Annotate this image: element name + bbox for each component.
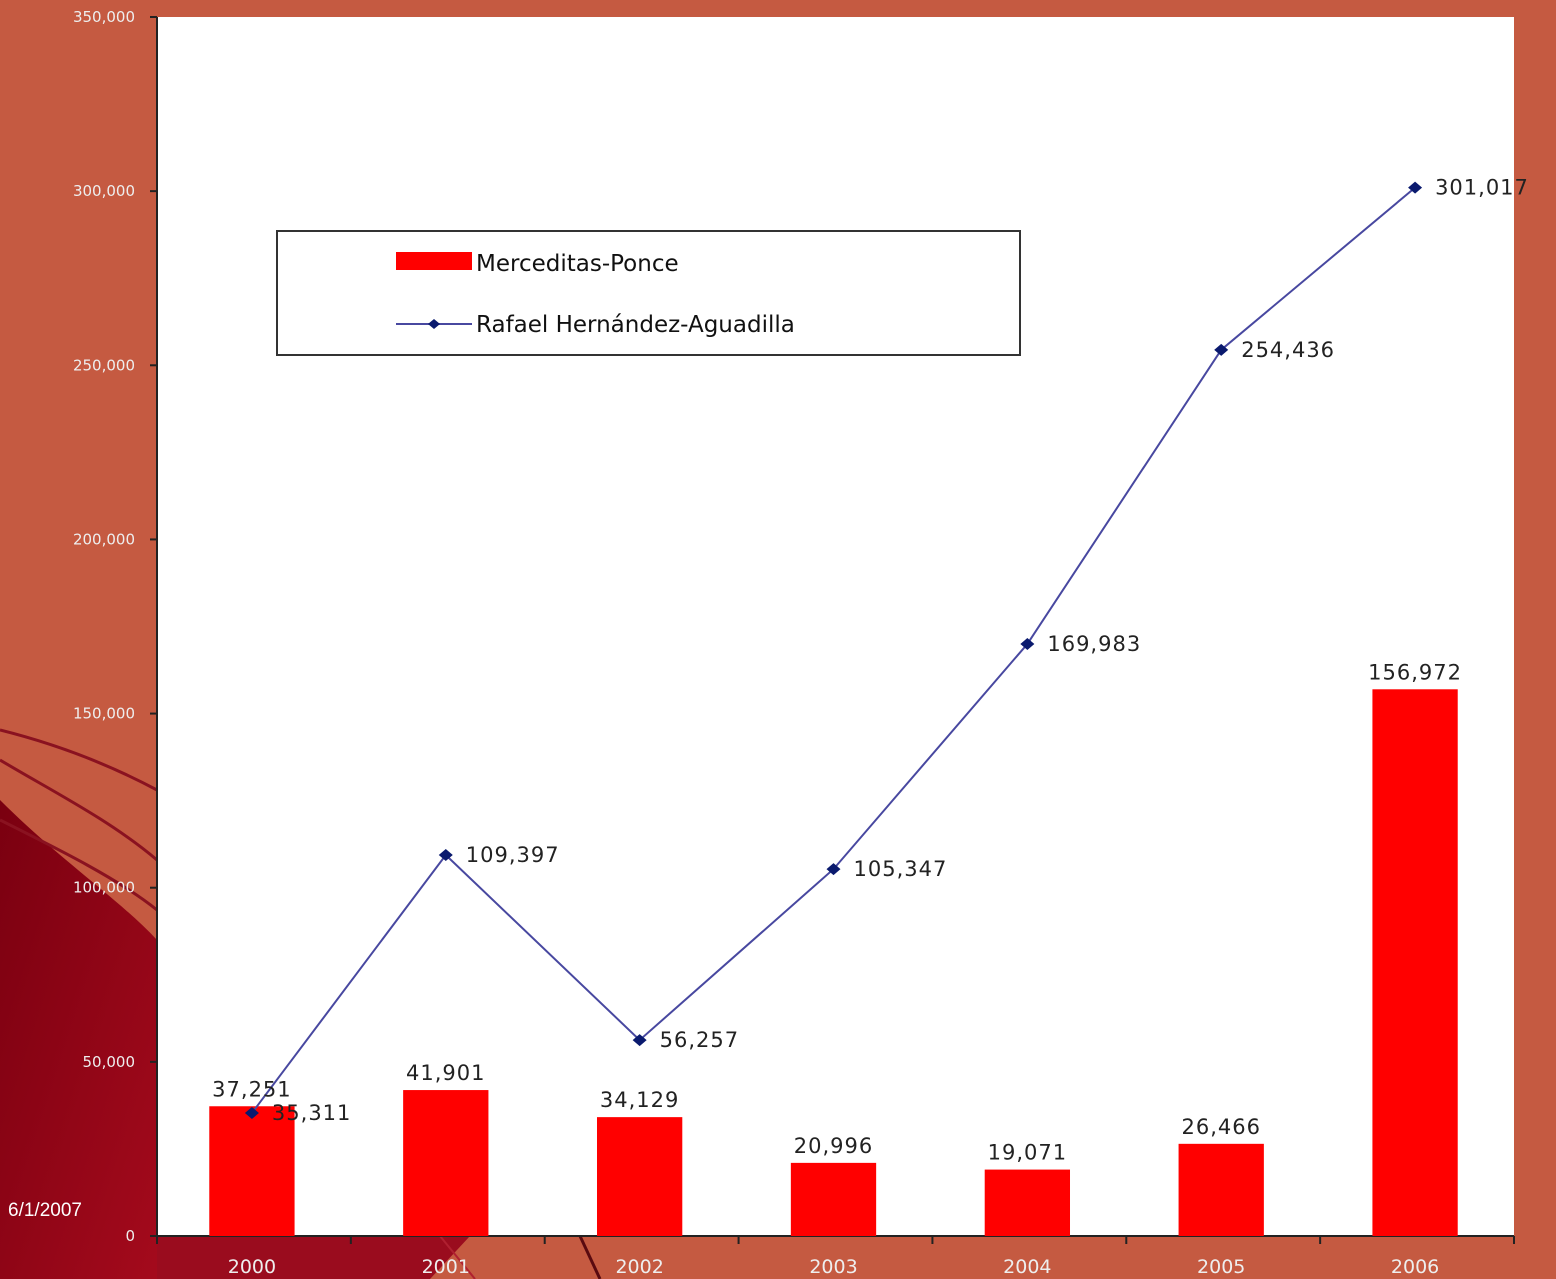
legend-swatch-bar (396, 252, 472, 270)
swoosh-line-2 (0, 758, 158, 862)
point-data-label: 105,347 (854, 857, 948, 881)
legend: Merceditas-Ponce Rafael Hernández-Aguadi… (276, 230, 1021, 356)
bar-series-merceditas-ponce (209, 689, 1458, 1236)
legend-label-merceditas-ponce: Merceditas-Ponce (476, 251, 679, 277)
line-point-marker (1214, 343, 1229, 356)
bar-data-label: 20,996 (794, 1134, 873, 1158)
x-tick-label: 2001 (422, 1256, 470, 1278)
line-point-marker (1020, 637, 1035, 650)
legend-label-rafael-hernandez: Rafael Hernández-Aguadilla (476, 312, 795, 338)
point-data-label: 109,397 (466, 843, 560, 867)
data-labels: 37,251 41,901 34,129 20,996 19,071 26,466 156,… (212, 176, 1529, 1165)
bar-data-label: 156,972 (1368, 660, 1462, 684)
point-data-label: 301,017 (1435, 176, 1529, 200)
point-data-label: 56,257 (660, 1028, 739, 1052)
x-tick-label: 2002 (615, 1256, 663, 1278)
y-tick-label: 0 (125, 1227, 135, 1245)
bar (1178, 1143, 1264, 1236)
line-point-marker (1408, 181, 1423, 194)
bar-data-label: 34,129 (600, 1088, 679, 1112)
point-data-label: 169,983 (1047, 632, 1141, 656)
line-point-marker (632, 1034, 647, 1047)
swoosh-line-3 (0, 818, 158, 912)
bar-data-label: 41,901 (406, 1061, 485, 1085)
y-tick-label: 200,000 (73, 530, 135, 548)
y-tick-label: 250,000 (73, 356, 135, 374)
bar (790, 1162, 877, 1236)
y-tick-label: 150,000 (73, 705, 135, 723)
line-point-marker (438, 848, 453, 861)
dark-red-swoosh-lower (157, 1236, 470, 1279)
point-data-label: 35,311 (272, 1101, 351, 1125)
legend-diamond-marker (428, 319, 440, 329)
x-tick-label: 2003 (809, 1256, 857, 1278)
bar-data-label: 37,251 (212, 1077, 291, 1101)
bar (403, 1090, 489, 1236)
x-tick-label: 2005 (1197, 1256, 1245, 1278)
swoosh-line-1 (0, 728, 158, 792)
plot-area-background (157, 17, 1514, 1236)
y-tick-label: 300,000 (73, 182, 135, 200)
x-tick-label: 2000 (228, 1256, 276, 1278)
bar (596, 1117, 683, 1236)
bar (984, 1169, 1071, 1236)
bar-data-label: 26,466 (1181, 1115, 1260, 1139)
y-tick-label: 100,000 (73, 879, 135, 897)
dark-red-swoosh (0, 800, 157, 1279)
y-tick-label: 50,000 (83, 1053, 136, 1071)
bar (209, 1106, 295, 1236)
point-data-label: 254,436 (1241, 338, 1335, 362)
bar-data-label: 19,071 (988, 1141, 1067, 1165)
x-tick-label: 2006 (1391, 1256, 1439, 1278)
line-point-marker (826, 863, 841, 876)
line-point-marker (244, 1107, 259, 1120)
bar (1372, 689, 1458, 1236)
x-tick-label: 2004 (1003, 1256, 1051, 1278)
line-series-rafael-hernandez-aguadilla (244, 181, 1423, 1120)
y-tick-label: 350,000 (73, 8, 135, 26)
legend-box (276, 230, 1021, 356)
slide-date: 6/1/2007 (8, 1200, 82, 1221)
swoosh-line-5 (439, 1235, 476, 1279)
swoosh-line-4 (578, 1235, 602, 1279)
